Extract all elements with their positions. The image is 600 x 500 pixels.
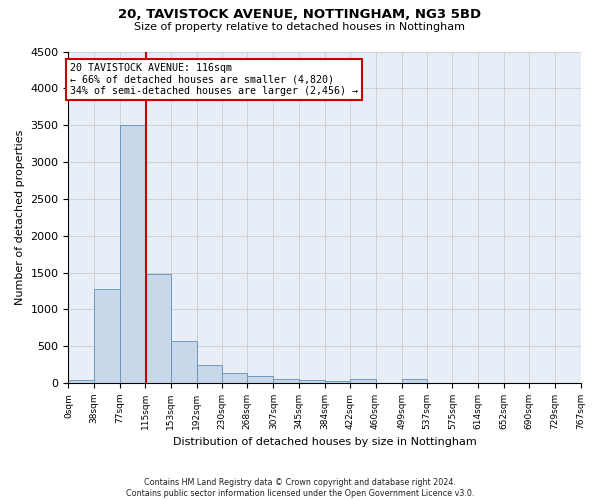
Bar [274, 379, 299, 383]
Bar [325, 381, 350, 383]
Text: 20 TAVISTOCK AVENUE: 116sqm
← 66% of detached houses are smaller (4,820)
34% of : 20 TAVISTOCK AVENUE: 116sqm ← 66% of det… [70, 62, 358, 96]
Bar [350, 380, 376, 383]
Bar [299, 380, 325, 383]
Bar [170, 340, 197, 383]
Bar [401, 380, 427, 383]
Bar [247, 376, 274, 383]
Bar [222, 374, 247, 383]
Text: Size of property relative to detached houses in Nottingham: Size of property relative to detached ho… [134, 22, 466, 32]
Text: 20, TAVISTOCK AVENUE, NOTTINGHAM, NG3 5BD: 20, TAVISTOCK AVENUE, NOTTINGHAM, NG3 5B… [118, 8, 482, 20]
Bar [68, 380, 94, 383]
Y-axis label: Number of detached properties: Number of detached properties [15, 130, 25, 305]
Bar [197, 365, 222, 383]
Bar [120, 125, 145, 383]
Bar [94, 290, 120, 383]
X-axis label: Distribution of detached houses by size in Nottingham: Distribution of detached houses by size … [173, 438, 476, 448]
Text: Contains HM Land Registry data © Crown copyright and database right 2024.
Contai: Contains HM Land Registry data © Crown c… [126, 478, 474, 498]
Bar [145, 274, 170, 383]
